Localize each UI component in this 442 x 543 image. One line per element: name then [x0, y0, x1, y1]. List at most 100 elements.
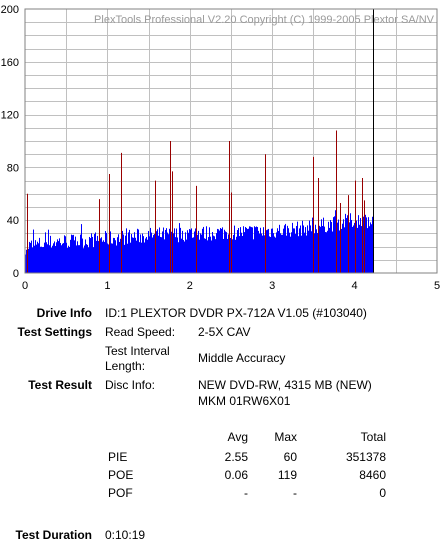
- pie-bar: [38, 243, 39, 273]
- pie-bar: [71, 234, 72, 273]
- pie-bar: [329, 227, 330, 273]
- pie-bar: [191, 228, 192, 273]
- pie-bar: [238, 228, 239, 273]
- pie-bar: [54, 241, 55, 273]
- pie-bar: [176, 228, 177, 273]
- pie-bar: [236, 236, 237, 273]
- pie-bar: [178, 242, 179, 273]
- pie-bar: [146, 236, 147, 273]
- pie-bar: [286, 235, 287, 273]
- pie-bar: [134, 232, 135, 273]
- pie-bar: [225, 231, 226, 273]
- pie-bar: [162, 231, 163, 273]
- pie-bar: [309, 220, 310, 273]
- pie-bar: [257, 227, 258, 273]
- pie-bar: [198, 230, 199, 273]
- pie-bar: [272, 228, 273, 273]
- pie-bar: [327, 230, 328, 273]
- pie-bar: [319, 225, 320, 273]
- pie-bar: [175, 237, 176, 273]
- pie-bar: [85, 239, 86, 273]
- pie-bar: [101, 237, 102, 273]
- pie-bar: [33, 229, 34, 273]
- pie-bar: [275, 237, 276, 273]
- pie-bar: [279, 224, 280, 273]
- pie-bar: [190, 229, 191, 273]
- pie-bar: [139, 242, 140, 273]
- pie-bar: [56, 242, 57, 273]
- pie-bar: [213, 235, 214, 273]
- pie-bar: [63, 243, 64, 273]
- pie-bar: [245, 227, 246, 273]
- pie-bar: [296, 225, 297, 273]
- pie-bar: [174, 228, 175, 273]
- pie-bar: [128, 232, 129, 273]
- chart-title: PlexTools Professional V2.20 Copyright (…: [94, 14, 435, 26]
- pie-bar: [126, 228, 127, 273]
- pie-bar: [215, 239, 216, 273]
- pie-bar: [339, 230, 340, 273]
- pie-bar: [68, 245, 69, 273]
- pie-bar: [333, 217, 334, 273]
- pie-bar: [179, 223, 180, 273]
- pie-bar: [254, 226, 255, 273]
- pie-bar: [267, 229, 268, 273]
- pie-bar: [226, 232, 227, 273]
- pie-bar: [168, 234, 169, 273]
- pie-bar: [79, 245, 80, 273]
- stats-row-poe-max: 119: [277, 468, 297, 482]
- pie-bar: [90, 238, 91, 273]
- pie-bar: [208, 237, 209, 273]
- pie-bar: [69, 246, 70, 273]
- stats-row-pie-total: 351378: [345, 450, 386, 464]
- pie-bar: [221, 228, 222, 273]
- pie-bar: [312, 217, 313, 273]
- pie-bar: [43, 246, 44, 273]
- test-result-label: Test Result: [28, 378, 92, 392]
- pie-bar: [352, 226, 353, 273]
- pie-bar: [166, 228, 167, 273]
- pie-bar: [55, 246, 56, 273]
- pie-bar: [137, 228, 138, 273]
- pie-bar: [104, 241, 105, 273]
- pie-bar: [260, 227, 261, 273]
- pie-bar: [270, 236, 271, 273]
- pie-bar: [112, 243, 113, 273]
- pie-bar: [45, 232, 46, 273]
- pie-bar: [354, 222, 355, 273]
- pie-bar: [368, 217, 369, 273]
- pie-bar: [39, 237, 40, 273]
- pie-bar: [323, 217, 324, 273]
- pie-bar: [246, 227, 247, 273]
- pie-bar: [341, 228, 342, 273]
- pie-bar: [201, 234, 202, 273]
- pie-bar: [47, 244, 48, 273]
- pie-bar: [239, 236, 240, 273]
- pie-bar: [244, 232, 245, 273]
- pie-bar: [156, 231, 157, 273]
- pie-bar: [188, 232, 189, 273]
- pie-bar: [83, 248, 84, 273]
- pie-bar: [186, 239, 187, 273]
- pie-bar: [332, 231, 333, 273]
- pie-bar: [290, 236, 291, 273]
- pie-bar: [249, 226, 250, 273]
- pie-bar: [334, 216, 335, 273]
- pie-bar: [193, 237, 194, 273]
- test-interval-label-line2: Length:: [105, 359, 146, 373]
- pie-bar: [315, 224, 316, 273]
- pie-bar: [274, 236, 275, 273]
- pie-bar: [241, 232, 242, 273]
- pie-bar: [52, 245, 53, 273]
- pie-bar: [152, 237, 153, 273]
- pie-bar: [369, 226, 370, 273]
- pie-bar: [169, 228, 170, 273]
- pie-bar: [135, 237, 136, 273]
- pie-bar: [291, 232, 292, 273]
- pie-bar: [110, 231, 111, 273]
- pie-bar: [217, 228, 218, 273]
- plot-border: [24, 8, 438, 274]
- pie-bar: [311, 231, 312, 273]
- pie-bar: [87, 244, 88, 273]
- pie-bar: [306, 235, 307, 273]
